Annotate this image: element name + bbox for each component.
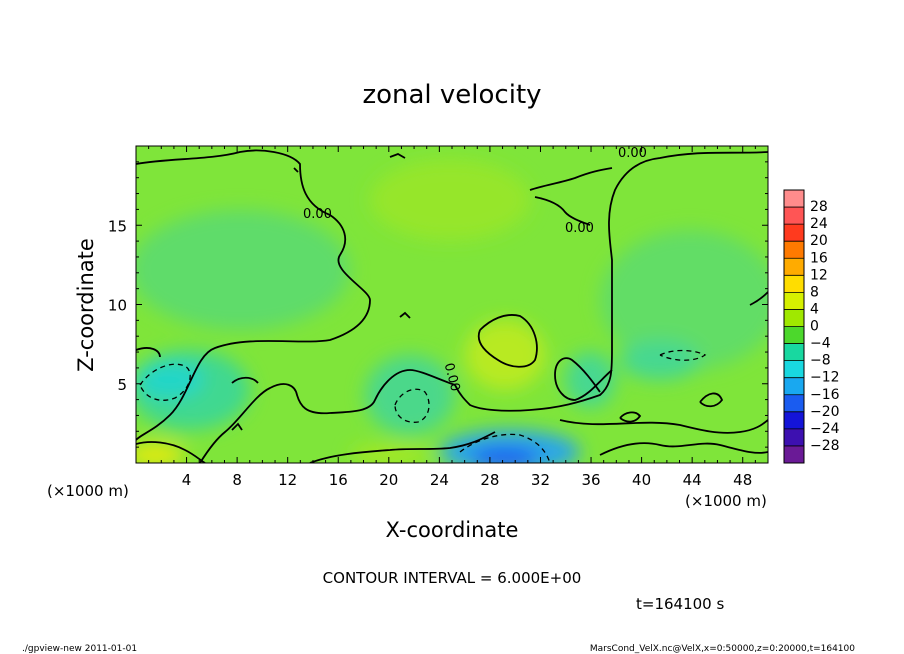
colorbar-swatch — [784, 428, 804, 447]
x-tick-label: 48 — [733, 471, 752, 489]
x-tick-label: 8 — [232, 471, 242, 489]
colorbar-label: −20 — [810, 404, 840, 420]
x-tick-label: 40 — [632, 471, 651, 489]
contour-interval: CONTOUR INTERVAL = 6.000E+00 — [323, 569, 582, 587]
negative-contours — [139, 349, 707, 463]
x-unit-right: (×1000 m) — [685, 492, 767, 510]
x-axis-label: X-coordinate — [386, 518, 519, 542]
x-tick-label: 32 — [531, 471, 550, 489]
colorbar-swatch — [784, 258, 804, 276]
y-axis-label: Z-coordinate — [74, 238, 98, 372]
colorbar-swatch — [784, 190, 804, 208]
colorbar-label: −16 — [810, 387, 840, 403]
colorbar-swatch — [784, 445, 804, 464]
x-tick-label: 4 — [182, 471, 192, 489]
colorbar-swatch — [784, 394, 804, 413]
time-label: t=164100 s — [636, 595, 724, 613]
contour-lines — [136, 149, 768, 463]
colorbar-swatch — [784, 377, 804, 396]
colorbar-swatch — [784, 326, 804, 345]
colorbar-label: 12 — [810, 267, 828, 283]
contour-label: 0.00 — [565, 221, 594, 236]
colorbar-label: −12 — [810, 370, 840, 386]
chart-title: zonal velocity — [362, 80, 541, 110]
colorbar-label: 24 — [810, 216, 828, 232]
colorbar-label: 8 — [810, 284, 819, 300]
colorbar-swatch — [784, 343, 804, 362]
colorbar-swatch — [784, 241, 804, 259]
colorbar-label: 20 — [810, 233, 828, 249]
x-tick-label: 28 — [480, 471, 499, 489]
colorbar-swatch — [784, 275, 804, 293]
colorbar-label: −8 — [810, 353, 831, 369]
x-tick-label: 36 — [581, 471, 600, 489]
y-axis: 5 10 15 — [108, 161, 768, 448]
footer-left: ./gpview-new 2011-01-01 — [22, 644, 137, 654]
colorbar-swatch — [784, 309, 804, 327]
colorbar-swatch — [784, 360, 804, 379]
y-tick-label: 15 — [108, 217, 127, 235]
contour-label: 0.00 — [441, 361, 463, 393]
y-tick-label: 10 — [108, 297, 127, 315]
colorbar-swatch — [784, 292, 804, 310]
colorbar-label: 4 — [810, 301, 819, 317]
x-tick-label: 24 — [430, 471, 449, 489]
colorbar-label: −28 — [810, 438, 840, 454]
velocity-field — [136, 160, 768, 463]
contour-label: 0.00 — [618, 146, 647, 161]
colorbar-label: 16 — [810, 250, 828, 266]
x-tick-label: 16 — [329, 471, 348, 489]
x-tick-label: 20 — [379, 471, 398, 489]
colorbar-label: −4 — [810, 336, 831, 352]
x-tick-label: 44 — [683, 471, 702, 489]
colorbar-label: −24 — [810, 421, 840, 437]
colorbar-label: 28 — [810, 199, 828, 215]
contour-label: 0.00 — [303, 207, 332, 222]
colorbar-label: 0 — [810, 319, 819, 335]
colorbar-swatch — [784, 207, 804, 225]
y-tick-label: 5 — [117, 376, 127, 394]
footer-right: MarsCond_VelX.nc@VelX,x=0:50000,z=0:2000… — [590, 644, 855, 654]
x-tick-label: 12 — [278, 471, 297, 489]
x-unit-left: (×1000 m) — [47, 482, 129, 500]
x-axis: 4 8 12 16 20 24 28 32 36 40 44 48 — [148, 146, 756, 489]
colorbar-swatch — [784, 224, 804, 242]
plot-area: 0.00 0.00 0.00 0.00 — [136, 146, 768, 463]
colorbar-swatch — [784, 411, 804, 430]
